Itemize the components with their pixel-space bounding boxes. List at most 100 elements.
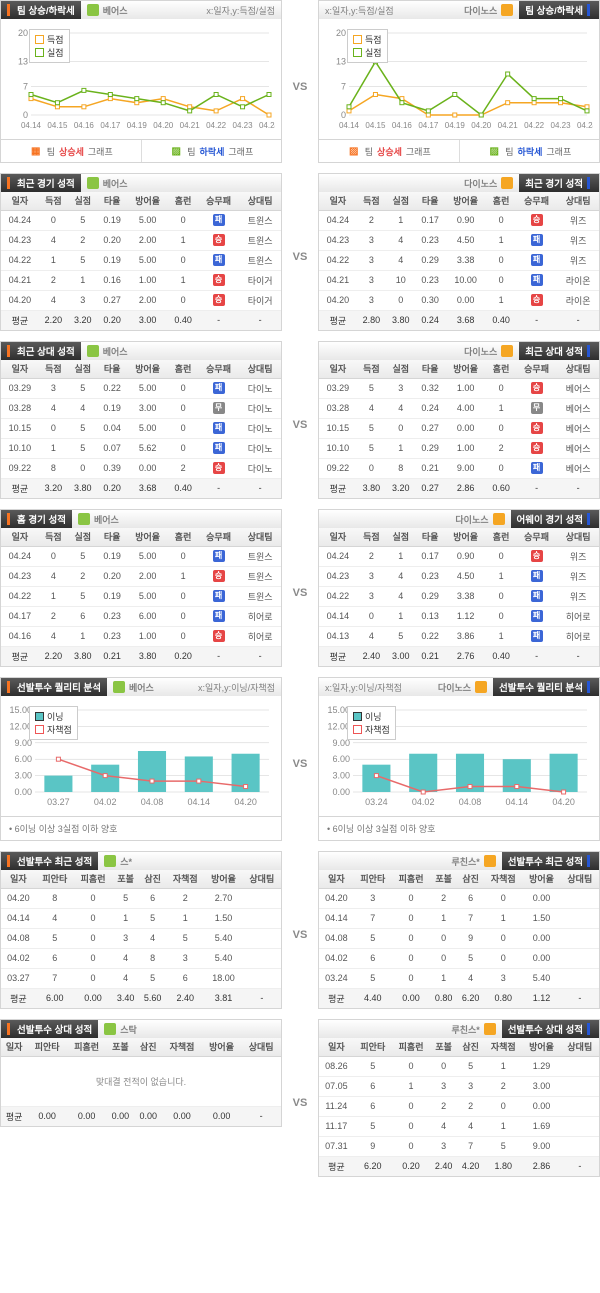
svg-text:04.17: 04.17 bbox=[418, 121, 439, 130]
data-table: 일자피안타피홈런포볼삼진자책점방어율상대팀맞대결 전적이 없습니다.평균0.00… bbox=[1, 1038, 281, 1126]
table-row: 04.14701711.50 bbox=[319, 908, 599, 928]
col-header: 방어율 bbox=[445, 192, 487, 210]
svg-text:04.24: 04.24 bbox=[259, 121, 275, 130]
col-header: 득점 bbox=[357, 360, 386, 378]
col-header: 상대팀 bbox=[557, 192, 599, 210]
trend-left: 팀 상승/하락세 베어스x:일자,y:득점/실점 득점 실점 07132004.… bbox=[0, 0, 282, 173]
table-row: 04.20300.300.001승라이온 bbox=[319, 290, 599, 310]
col-header: 일자 bbox=[319, 870, 354, 888]
lose-badge: 패 bbox=[531, 630, 543, 642]
col-header: 실점 bbox=[386, 528, 415, 546]
svg-text:04.16: 04.16 bbox=[74, 121, 95, 130]
col-header: 실점 bbox=[386, 192, 415, 210]
table-row: 04.24050.195.000패트윈스 bbox=[1, 210, 281, 230]
legend: 득점 실점 bbox=[29, 29, 70, 63]
lose-badge: 패 bbox=[531, 254, 543, 266]
avg-row: 평균2.203.800.213.800.20-- bbox=[1, 646, 281, 666]
col-header: 상대팀 bbox=[243, 870, 281, 888]
col-header: 홈런 bbox=[486, 192, 515, 210]
col-header: 방어율 bbox=[127, 360, 169, 378]
vs-label: VS bbox=[282, 509, 318, 677]
svg-text:13: 13 bbox=[336, 57, 346, 67]
table-row: 11.17504411.69 bbox=[319, 1116, 599, 1136]
col-header: 일자 bbox=[1, 360, 39, 378]
table-row: 04.08500900.00 bbox=[319, 928, 599, 948]
table-row: 04.20302600.00 bbox=[319, 888, 599, 908]
svg-text:04.14: 04.14 bbox=[339, 121, 360, 130]
svg-text:04.20: 04.20 bbox=[471, 121, 492, 130]
vs-label: VS bbox=[282, 1019, 318, 1187]
col-header: 상대팀 bbox=[561, 870, 599, 888]
section-title: 홈 경기 성적 bbox=[1, 510, 72, 528]
lose-badge: 패 bbox=[531, 234, 543, 246]
table-row: 04.16410.231.000승히어로 bbox=[1, 626, 281, 646]
row-recent: 최근 경기 성적베어스일자득점실점타율방어율홈런승무패상대팀04.24050.1… bbox=[0, 173, 600, 341]
svg-text:0: 0 bbox=[341, 110, 346, 120]
svg-text:04.16: 04.16 bbox=[392, 121, 413, 130]
lose-badge: 패 bbox=[531, 590, 543, 602]
col-header: 일자 bbox=[319, 360, 357, 378]
col-header: 홈런 bbox=[486, 360, 515, 378]
win-badge: 승 bbox=[213, 570, 225, 582]
svg-text:04.15: 04.15 bbox=[47, 121, 68, 130]
svg-text:04.23: 04.23 bbox=[551, 121, 572, 130]
col-header: 일자 bbox=[319, 1038, 354, 1056]
svg-text:04.20: 04.20 bbox=[552, 797, 575, 807]
table-row: 04.24210.170.900승위즈 bbox=[319, 546, 599, 566]
svg-text:7: 7 bbox=[23, 81, 28, 91]
table-row: 04.23420.202.001승트윈스 bbox=[1, 230, 281, 250]
avg-row: 평균2.803.800.243.680.40-- bbox=[319, 310, 599, 330]
table-row: 04.14401511.50 bbox=[1, 908, 281, 928]
table-row: 04.24050.195.000패트윈스 bbox=[1, 546, 281, 566]
lose-badge: 패 bbox=[213, 590, 225, 602]
svg-text:0.00: 0.00 bbox=[332, 787, 350, 797]
svg-text:04.20: 04.20 bbox=[153, 121, 174, 130]
row-h2h: 최근 상대 성적베어스일자득점실점타율방어율홈런승무패상대팀03.29350.2… bbox=[0, 341, 600, 509]
table-row: 04.22340.293.380패위즈 bbox=[319, 586, 599, 606]
col-header: 일자 bbox=[319, 528, 357, 546]
col-header: 방어율 bbox=[522, 1038, 560, 1056]
col-header: 피홈런 bbox=[67, 1038, 107, 1056]
trend-footer: ▦팀상승세그래프 ▨팀하락세그래프 bbox=[1, 139, 281, 162]
col-header: 타율 bbox=[97, 360, 126, 378]
data-table: 일자득점실점타율방어율홈런승무패상대팀04.24210.170.900승위즈04… bbox=[319, 528, 599, 666]
lose-badge: 패 bbox=[531, 570, 543, 582]
table-row: 07.31903759.00 bbox=[319, 1136, 599, 1156]
down-icon: ▨ bbox=[169, 144, 183, 158]
svg-text:20: 20 bbox=[18, 28, 28, 38]
table-row: 04.02604835.40 bbox=[1, 948, 281, 968]
col-header: 실점 bbox=[386, 360, 415, 378]
col-header: 실점 bbox=[68, 360, 97, 378]
table-row: 04.17260.236.000패히어로 bbox=[1, 606, 281, 626]
section-title: 최근 경기 성적 bbox=[1, 174, 81, 192]
row-pitchh2h: 선발투수 상대 성적스탁일자피안타피홈런포볼삼진자책점방어율상대팀맞대결 전적이… bbox=[0, 1019, 600, 1187]
col-header: 상대팀 bbox=[561, 1038, 599, 1056]
lose-badge: 패 bbox=[531, 462, 543, 474]
table-row: 10.15050.045.000패다이노 bbox=[1, 418, 281, 438]
svg-text:13: 13 bbox=[18, 57, 28, 67]
vs-label: VS bbox=[282, 341, 318, 509]
col-header: 방어율 bbox=[204, 870, 242, 888]
svg-text:04.24: 04.24 bbox=[577, 121, 593, 130]
svg-text:03.24: 03.24 bbox=[365, 797, 388, 807]
table-row: 03.29350.225.000패다이노 bbox=[1, 378, 281, 398]
svg-text:04.19: 04.19 bbox=[445, 121, 466, 130]
svg-text:04.14: 04.14 bbox=[506, 797, 529, 807]
vs-label: VS bbox=[282, 0, 318, 173]
col-header: 일자 bbox=[1, 192, 39, 210]
svg-text:04.08: 04.08 bbox=[141, 797, 164, 807]
data-table: 일자득점실점타율방어율홈런승무패상대팀03.29530.321.000승베어스0… bbox=[319, 360, 599, 498]
col-header: 일자 bbox=[1, 870, 36, 888]
table-row: 08.26500511.29 bbox=[319, 1056, 599, 1076]
table-row: 04.14010.131.120패히어로 bbox=[319, 606, 599, 626]
avg-row: 평균2.403.000.212.760.40-- bbox=[319, 646, 599, 666]
win-badge: 승 bbox=[213, 294, 225, 306]
table-row: 07.05613323.00 bbox=[319, 1076, 599, 1096]
empty-msg: 맞대결 전적이 없습니다. bbox=[1, 1057, 281, 1106]
table-row: 09.22080.219.000패베어스 bbox=[319, 458, 599, 478]
trend-title: 팀 상승/하락세 bbox=[1, 1, 81, 19]
col-header: 피안타 bbox=[36, 870, 74, 888]
col-header: 홈런 bbox=[168, 528, 197, 546]
svg-text:04.14: 04.14 bbox=[21, 121, 42, 130]
table-row: 04.02600500.00 bbox=[319, 948, 599, 968]
